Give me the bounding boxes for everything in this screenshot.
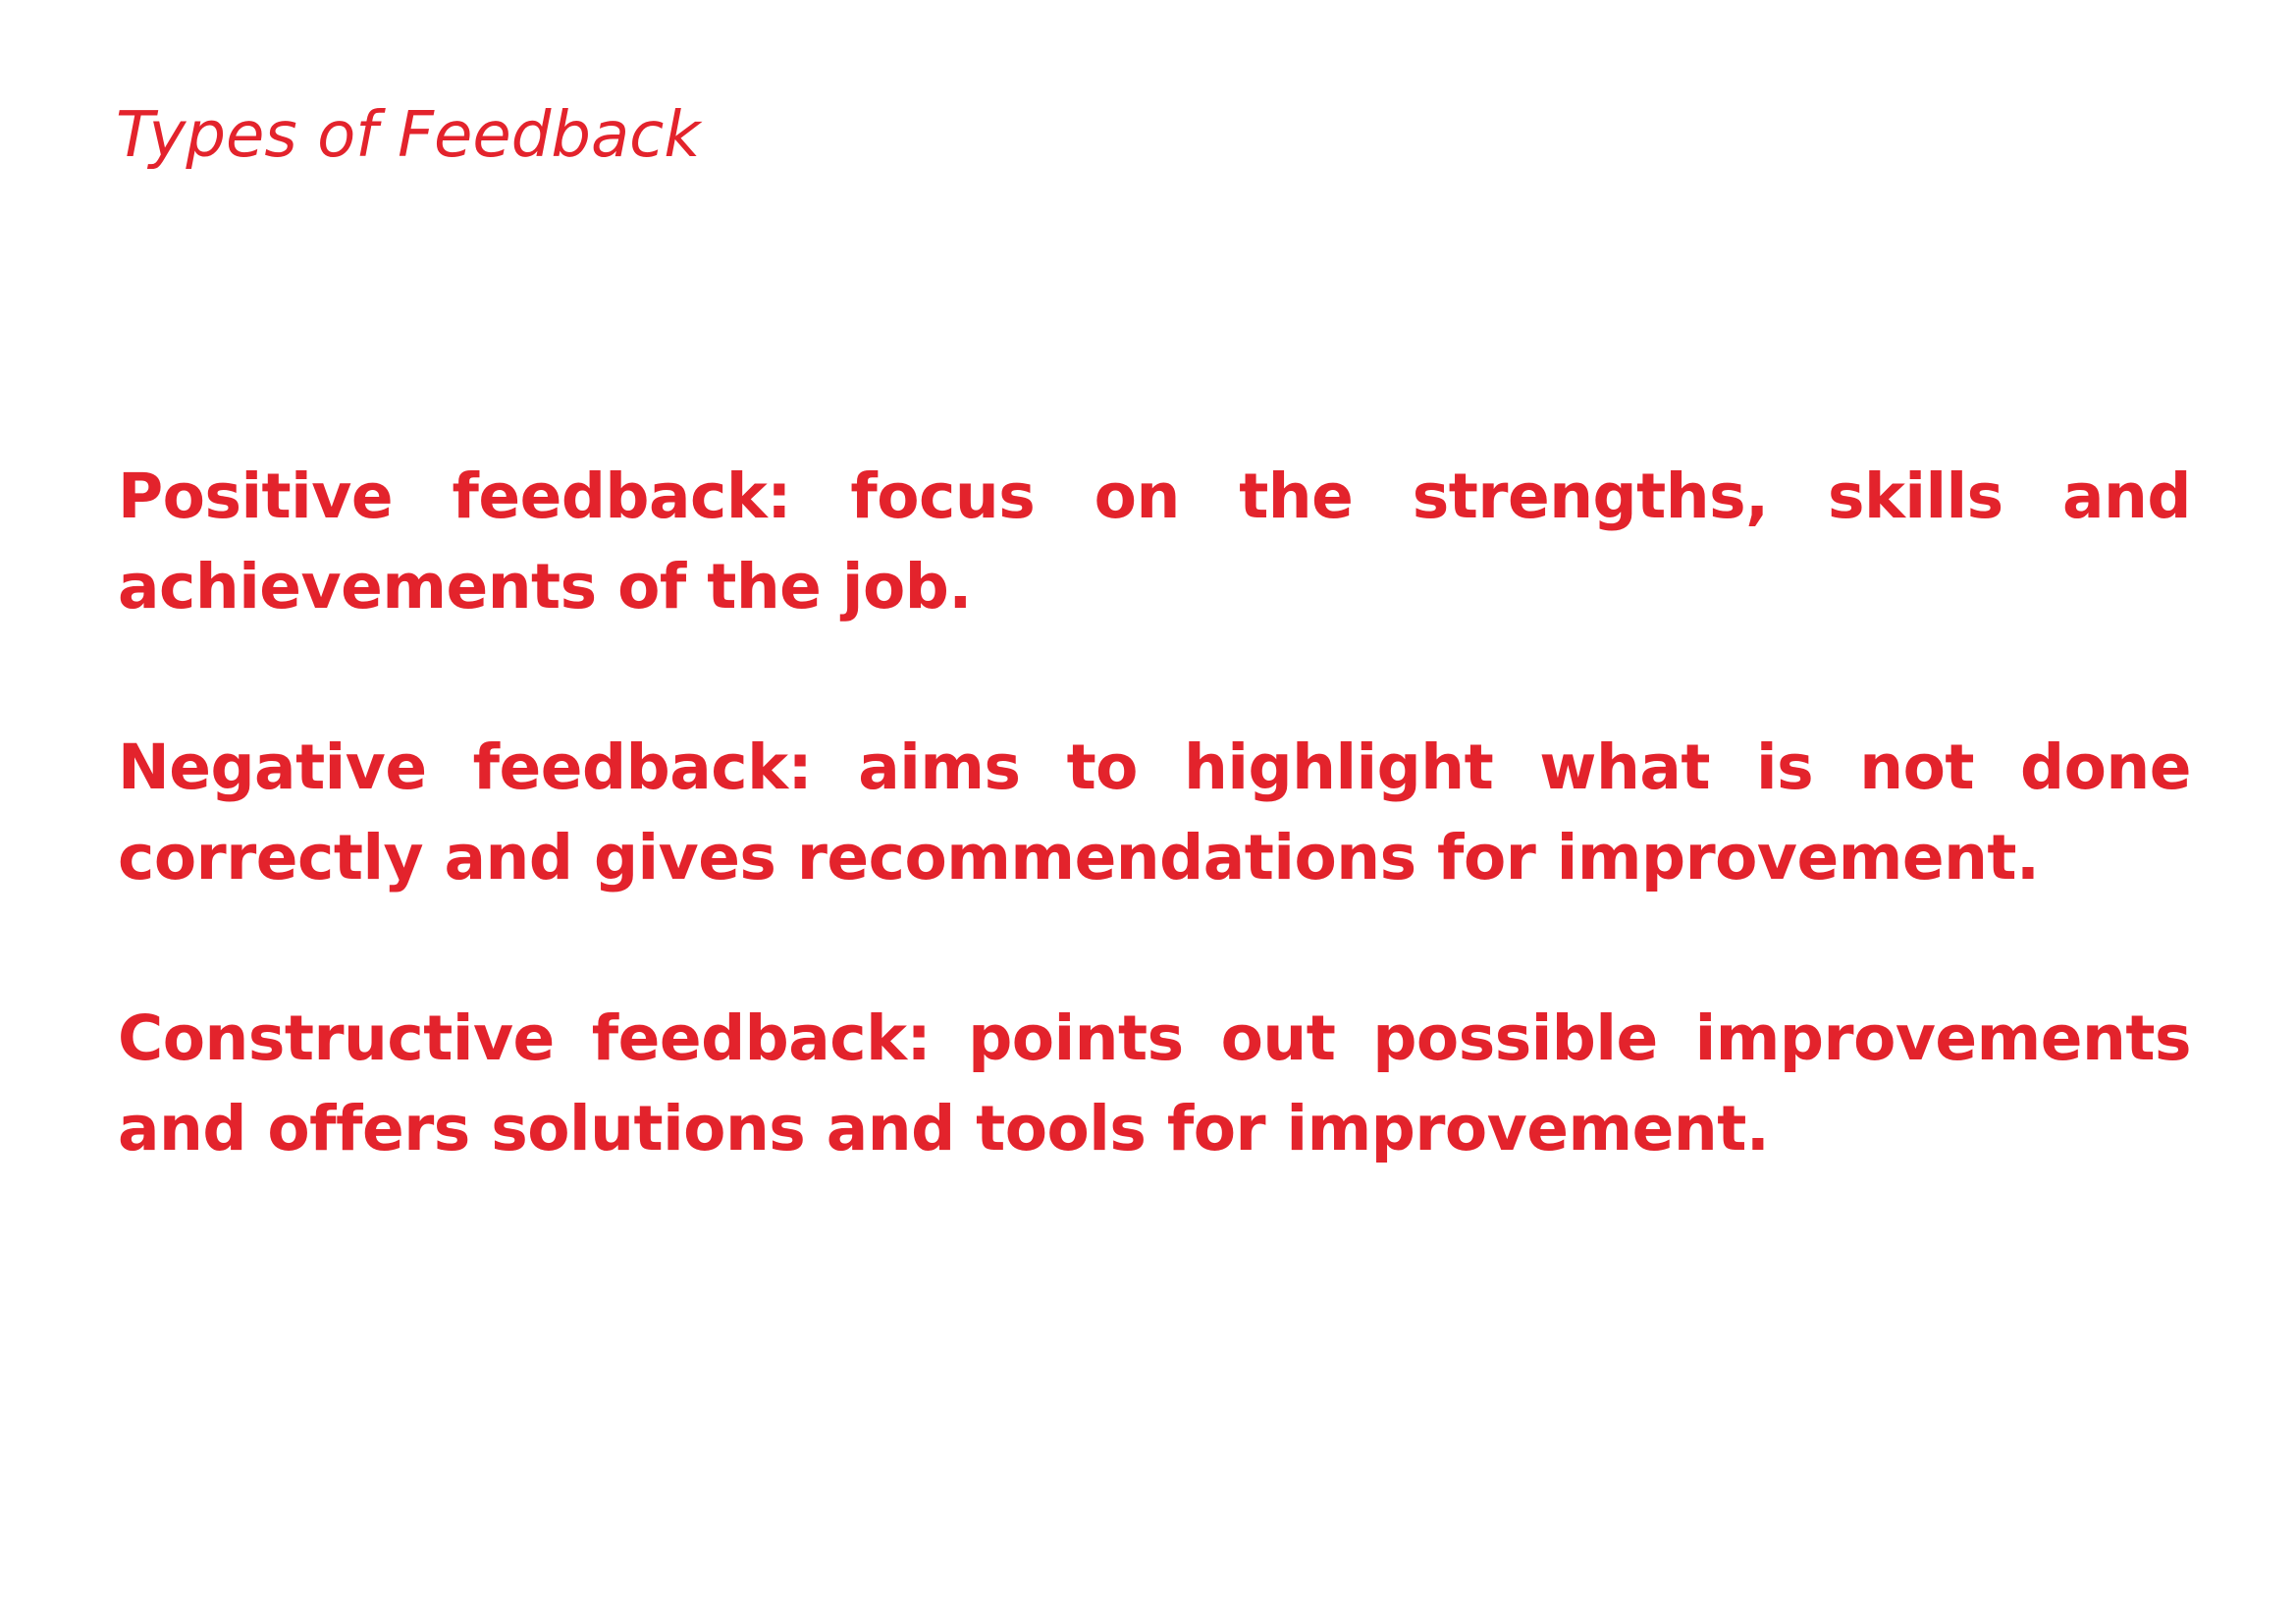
constructive-feedback-paragraph: Constructive feedback: points out possib… <box>118 1002 2192 1164</box>
page-title: Types of Feedback <box>116 99 701 172</box>
feedback-types-list: Positive feedback: focus on the strength… <box>118 452 2192 1265</box>
negative-feedback-paragraph: Negative feedback: aims to highlight wha… <box>118 731 2192 893</box>
positive-feedback-paragraph: Positive feedback: focus on the strength… <box>118 460 2192 623</box>
